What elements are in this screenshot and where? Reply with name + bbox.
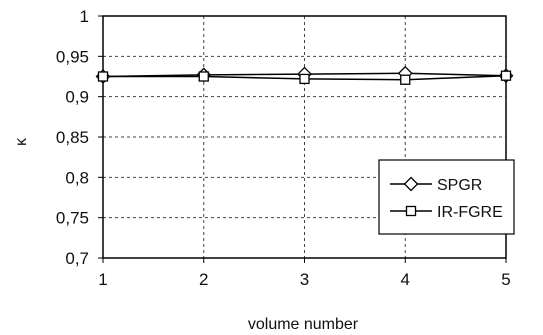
x-tick-label: 4 bbox=[401, 270, 410, 289]
data-point-ir-fgre bbox=[299, 73, 310, 85]
y-axis: 0,7 0,75 0,8 0,85 0,9 0,95 1 bbox=[56, 7, 103, 268]
data-point-ir-fgre bbox=[500, 70, 512, 81]
data-point-ir-fgre bbox=[97, 71, 109, 82]
x-axis-title: volume number bbox=[248, 316, 359, 333]
legend-marker-spgr bbox=[403, 176, 419, 192]
y-tick-label: 0,8 bbox=[65, 168, 89, 187]
y-tick-label: 0,7 bbox=[65, 249, 89, 268]
x-tick-label: 1 bbox=[98, 270, 107, 289]
y-axis-title: κ bbox=[13, 137, 30, 146]
grid-lines bbox=[103, 16, 506, 258]
x-tick-label: 2 bbox=[199, 270, 208, 289]
series-group bbox=[95, 65, 514, 85]
x-tick-label: 3 bbox=[300, 270, 309, 289]
legend-marker-ir-fgre bbox=[405, 205, 417, 217]
y-tick-label: 0,85 bbox=[56, 128, 89, 147]
data-point-ir-fgre bbox=[198, 71, 209, 82]
y-tick-label: 0,9 bbox=[65, 88, 89, 107]
legend: SPGR IR-FGRE bbox=[378, 159, 515, 235]
legend-box bbox=[378, 159, 515, 235]
data-point-ir-fgre bbox=[400, 74, 411, 85]
y-tick-label: 1 bbox=[80, 7, 89, 26]
legend-label: IR-FGRE bbox=[437, 204, 503, 221]
legend-label: SPGR bbox=[437, 177, 482, 194]
x-tick-label: 5 bbox=[501, 270, 510, 289]
x-axis: 1 2 3 4 5 bbox=[98, 258, 511, 289]
y-tick-label: 0,75 bbox=[56, 209, 89, 228]
y-tick-label: 0,95 bbox=[56, 47, 89, 66]
